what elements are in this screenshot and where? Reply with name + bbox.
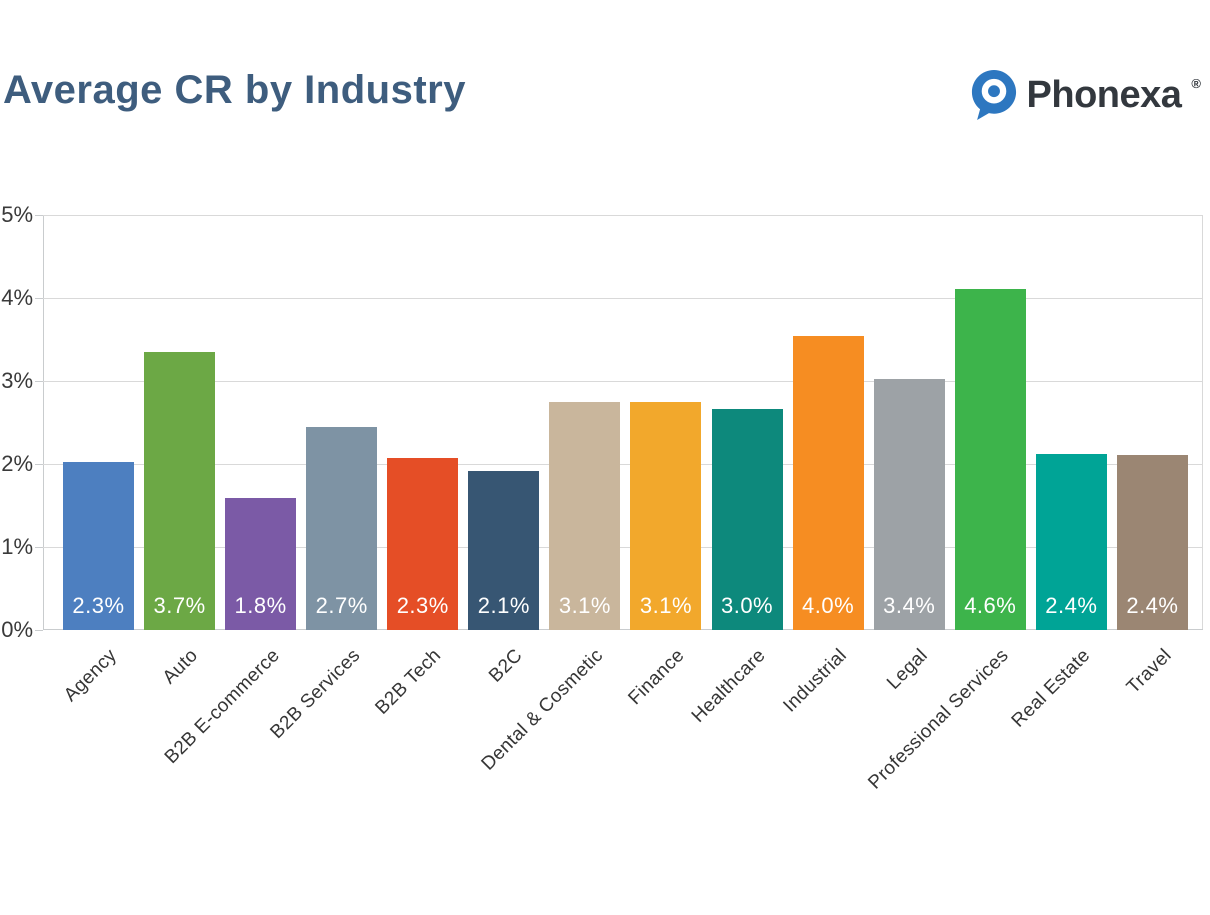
x-axis-label: Auto [159,645,203,689]
bar: 3.1% [630,401,702,630]
y-axis-tick [35,547,43,548]
bar-value-label: 3.7% [153,593,206,618]
y-axis-label: 5% [1,202,33,227]
gridline [43,464,1203,465]
page-title: Average CR by Industry [3,68,466,112]
y-axis-label: 4% [1,285,33,310]
registered-mark: ® [1191,75,1201,91]
bar-value-label: 4.6% [964,593,1017,618]
bar-value-label: 2.4% [1045,593,1098,618]
x-axis-label: Industrial [779,645,851,717]
bar: 3.1% [549,401,621,630]
bar: 2.4% [1035,454,1107,630]
bar-value-label: 2.7% [315,593,368,618]
phonexa-logo-icon [971,70,1016,120]
y-axis-tick [35,630,43,631]
phonexa-logo: Phonexa ® [970,68,1201,122]
bar: 4.0% [792,336,864,630]
bar-value-label: 3.1% [639,593,693,618]
x-axis-label: Travel [1122,645,1176,698]
bar: 2.7% [306,427,378,630]
bar-value-label: 4.0% [802,593,855,618]
plot-right-border [1202,215,1203,630]
y-axis-tick [35,215,43,216]
gridline [43,215,1203,216]
bar-value-label: 3.4% [883,593,936,618]
bar-value-label: 3.1% [558,593,611,618]
bar-value-label: 3.0% [720,593,774,618]
bar: 3.7% [144,351,216,630]
x-axis-label: Real Estate [1007,645,1095,732]
bar-value-label: 2.3% [396,593,449,618]
y-axis-line [43,215,44,630]
y-axis-label: 1% [1,534,33,559]
y-axis-label: 3% [1,368,33,393]
x-axis-label: Finance [624,645,689,710]
x-axis-line [43,629,1203,630]
y-axis-tick [35,381,43,382]
x-axis-label: Legal [883,645,933,694]
bar: 4.6% [954,288,1026,630]
gridline [43,547,1203,548]
gridline [43,298,1203,299]
x-axis-label: Agency [60,645,122,706]
x-axis-label: B2B Tech [371,645,446,719]
x-axis-label: B2C [485,645,527,687]
brand-wordmark: Phonexa [1026,74,1182,116]
bar: 2.3% [387,458,459,630]
bar: 3.0% [711,409,783,630]
bar: 2.3% [63,462,134,630]
x-axis-label: Healthcare [687,645,770,727]
bar-value-label: 1.8% [234,593,287,618]
y-axis-label: 0% [1,617,33,642]
bar-value-label: 2.1% [477,593,530,618]
bar-value-label: 2.3% [72,593,125,618]
bar: 3.4% [873,379,945,630]
bar-value-label: 2.4% [1126,593,1179,618]
y-axis-label: 2% [1,451,33,476]
bar: 2.4% [1116,454,1188,630]
plot-area: 2.3% 3.7% 1.8% 2.7% 2.3% 2.1% 3.1% 3.1% 3.0% 4.0%… [43,215,1203,630]
gridline [43,381,1203,382]
bar: 2.1% [468,470,540,630]
y-axis-tick [35,464,43,465]
x-axis-label: Professional Services [864,645,1014,794]
y-axis-tick [35,298,43,299]
bar: 1.8% [225,498,297,630]
